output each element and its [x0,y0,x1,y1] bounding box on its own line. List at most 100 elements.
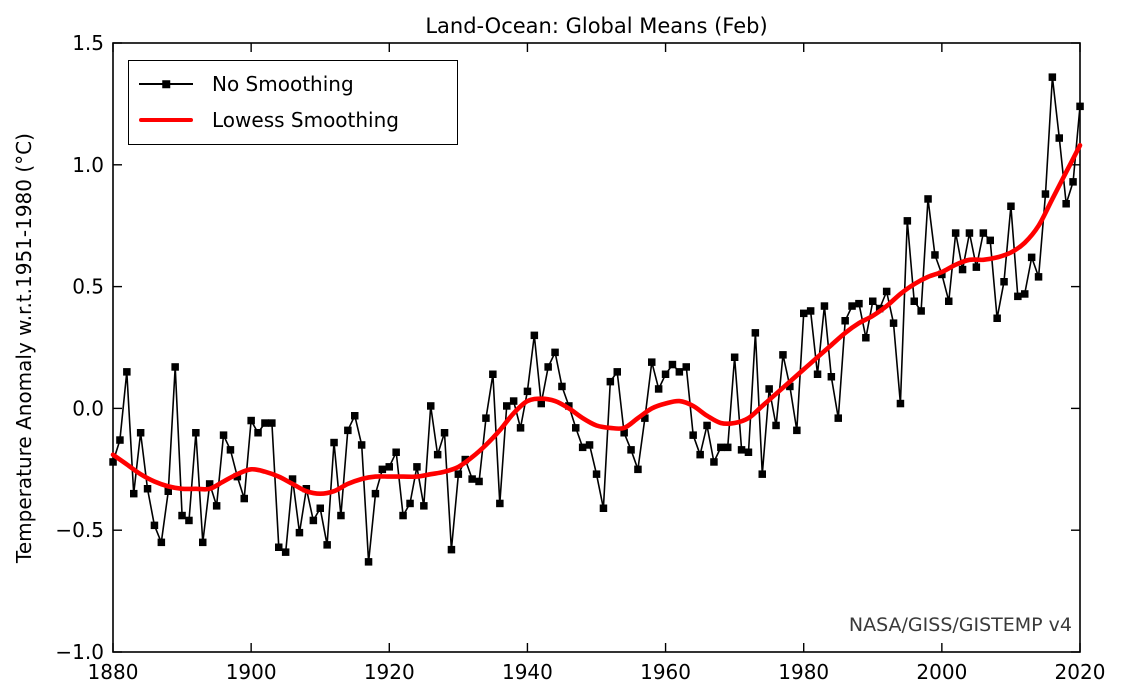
series-no-smoothing-marker-2003 [958,265,967,274]
legend-box: No Smoothing Lowess Smoothing [128,60,458,145]
series-no-smoothing-marker-1890 [178,511,186,520]
series-no-smoothing-marker-1888 [164,487,172,495]
series-no-smoothing-marker-1921 [392,448,400,456]
series-no-smoothing-marker-2008 [993,314,1001,322]
series-no-smoothing-marker-1964 [689,431,697,439]
series-no-smoothing-marker-1914 [344,426,352,435]
series-no-smoothing-marker-1970 [730,353,739,361]
y-axis-label: Temperature Anomaly w.r.t.1951-1980 (°C) [12,133,36,563]
series-no-smoothing-marker-1983 [820,302,829,310]
series-no-smoothing-marker-1952 [606,377,615,386]
series-no-smoothing-marker-1903 [268,419,276,427]
series-no-smoothing-marker-1924 [413,463,421,471]
series-no-smoothing-marker-1930 [454,470,463,478]
series-no-smoothing-marker-2019 [1069,178,1077,186]
y-tick-label-1.5: 1.5 [72,31,104,55]
series-no-smoothing-marker-1906 [288,475,297,483]
series-no-smoothing-marker-1884 [136,429,145,437]
legend-entry-no-smoothing: No Smoothing [129,66,457,102]
series-no-smoothing-marker-1895 [212,502,221,510]
series-no-smoothing-marker-1891 [185,516,193,525]
series-no-smoothing-marker-1971 [737,446,746,454]
series-no-smoothing-marker-2005 [972,263,981,271]
series-no-smoothing-marker-1953 [613,368,621,376]
series-no-smoothing-marker-1999 [931,251,939,259]
series-no-smoothing-marker-1905 [281,548,290,556]
series-no-smoothing-marker-1944 [551,348,559,357]
series-no-smoothing-marker-1926 [427,402,435,410]
series-no-smoothing-marker-1918 [371,489,380,498]
series-no-smoothing-marker-1972 [744,448,753,456]
series-no-smoothing-marker-1936 [496,499,504,508]
series-no-smoothing-marker-1940 [523,387,532,396]
series-no-smoothing-marker-1937 [503,402,511,410]
series-no-smoothing-marker-1933 [475,477,483,486]
series-no-smoothing-marker-1951 [599,504,608,512]
series-no-smoothing-marker-1986 [841,317,849,325]
legend-entry-lowess: Lowess Smoothing [129,102,457,138]
series-no-smoothing-marker-1886 [150,521,159,530]
series-no-smoothing-marker-2007 [986,236,994,245]
series-no-smoothing-marker-1900 [247,416,255,425]
series-no-smoothing-marker-1894 [205,480,214,488]
series-lowess-line [110,143,1083,496]
series-no-smoothing-marker-1961 [668,360,677,369]
series-no-smoothing-marker-2012 [1021,290,1029,298]
series-no-smoothing-marker-1925 [420,502,428,510]
series-no-smoothing-marker-1957 [641,414,649,422]
series-no-smoothing-marker-1902 [261,419,269,427]
x-tick-label-1980: 1980 [778,660,829,684]
series-no-smoothing-marker-1945 [558,382,566,391]
series-no-smoothing-marker-1931 [461,455,469,464]
series-no-smoothing-marker-2018 [1062,200,1070,208]
series-no-smoothing-marker-1990 [869,297,877,305]
x-tick-label-2000: 2000 [916,660,967,684]
series-no-smoothing-marker-1899 [240,494,248,503]
series-no-smoothing-marker-1995 [903,217,912,225]
series-no-smoothing-marker-1935 [489,370,497,378]
series-no-smoothing-marker-1883 [130,489,138,498]
series-no-smoothing-marker-1885 [143,485,152,493]
y-tick-label-1.0: 1.0 [72,153,104,177]
x-tick-label-1880: 1880 [88,660,139,684]
series-no-smoothing-marker-1977 [779,351,787,359]
chart-title: Land-Ocean: Global Means (Feb) [425,14,768,38]
y-tick-label-0.0: 0.0 [72,396,104,420]
series-no-smoothing-marker-1993 [889,319,898,327]
series-no-smoothing-marker-1942 [537,399,545,408]
series-no-smoothing-marker-1969 [724,443,732,452]
series-no-smoothing-marker-1962 [675,368,684,376]
series-no-smoothing-line [112,76,1081,563]
square-marker-icon [162,80,170,88]
series-no-smoothing-marker-1956 [634,465,642,474]
series-no-smoothing-marker-2013 [1027,253,1036,262]
series-no-smoothing-marker-1984 [827,373,836,381]
series-no-smoothing-marker-1981 [806,307,815,315]
series-no-smoothing-marker-1968 [717,443,725,452]
series-no-smoothing-marker-1966 [703,421,711,430]
series-no-smoothing-marker-1955 [627,446,635,454]
series-no-smoothing-marker-1987 [848,302,856,310]
series-no-smoothing-marker-1954 [620,429,628,437]
series-no-smoothing-marker-2006 [979,229,988,237]
series-no-smoothing-marker-1967 [710,458,718,466]
x-tick-label-1900: 1900 [226,660,277,684]
y-tick-label-−0.5: −0.5 [55,518,104,542]
series-no-smoothing-marker-1923 [406,499,414,508]
y-tick-label-−1.0: −1.0 [55,640,104,664]
series-no-smoothing-marker-1973 [751,329,760,337]
x-tick-label-1960: 1960 [640,660,691,684]
legend-swatch-lowess [139,110,193,130]
series-no-smoothing-marker-1978 [786,382,794,391]
series-no-smoothing-marker-1948 [578,443,587,452]
series-no-smoothing-marker-1985 [834,414,842,422]
series-no-smoothing-marker-1998 [924,195,932,203]
x-tick-label-2020: 2020 [1055,660,1106,684]
series-no-smoothing-marker-1947 [572,424,580,432]
series-no-smoothing-marker-1979 [793,426,801,435]
series-no-smoothing-marker-2015 [1041,190,1050,198]
series-no-smoothing-marker-1911 [323,541,331,549]
series-no-smoothing-marker-1892 [192,429,200,437]
series-no-smoothing-marker-1882 [123,368,131,376]
